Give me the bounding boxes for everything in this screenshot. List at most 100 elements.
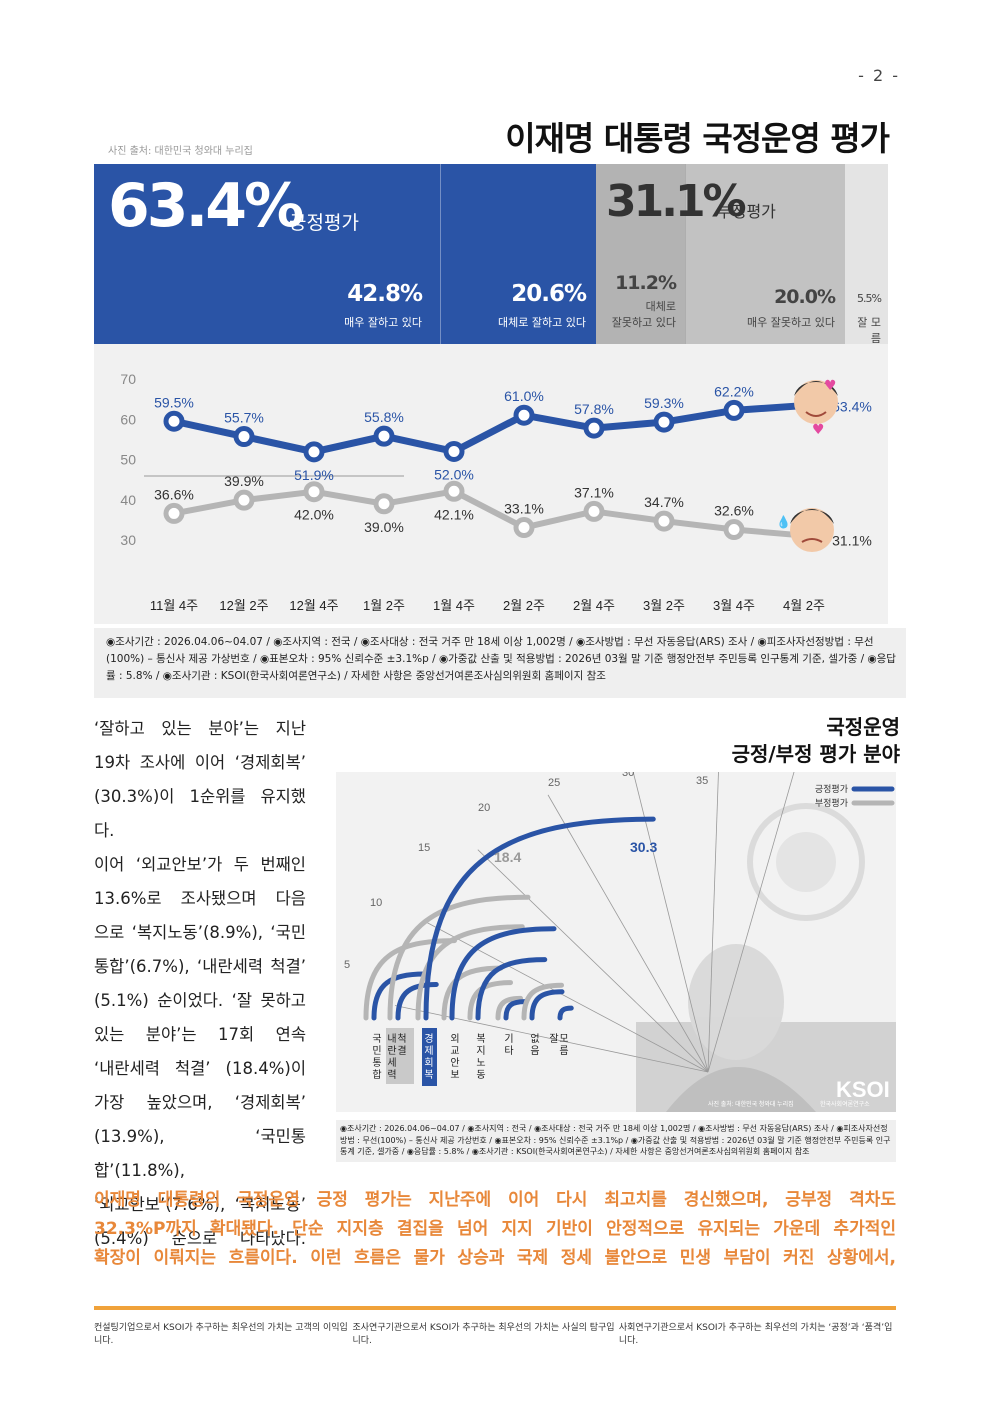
legend-positive-label: 긍정평가 xyxy=(815,784,848,795)
category-label: 복지노동 xyxy=(476,1033,485,1081)
x-tick-label: 1월 2주 xyxy=(363,598,405,613)
svg-text:복: 복 xyxy=(424,1069,433,1081)
positive-point xyxy=(233,426,255,448)
positive-point xyxy=(373,425,395,447)
svg-text:잘: 잘 xyxy=(549,1033,558,1045)
positive-point xyxy=(583,417,605,439)
category-label: 외교안보 xyxy=(450,1033,459,1081)
positive-point xyxy=(163,410,185,432)
positive-arc xyxy=(449,926,557,1021)
svg-text:모: 모 xyxy=(559,1034,568,1045)
positive-data-label: 55.7% xyxy=(224,410,264,426)
footer-item: 조사연구기관으로서 KSOI가 추구하는 최우선의 가치는 사실의 탐구입니다. xyxy=(352,1323,615,1346)
negative-data-label: 39.9% xyxy=(224,473,264,489)
positive-point xyxy=(513,404,535,426)
negative-point xyxy=(373,493,395,515)
svg-text:기: 기 xyxy=(504,1033,513,1045)
radial-guide-line xyxy=(394,1005,709,1073)
body-line: 19차 조사에 이어 ‘경제회복’ xyxy=(94,753,306,772)
survey-info-box-2: ◉조사기간 : 2026.04.06~04.07 / ◉조사지역 : 전국 / … xyxy=(336,1120,896,1162)
svg-text:제: 제 xyxy=(424,1045,433,1057)
x-tick-label: 12월 2주 xyxy=(219,598,268,613)
radial-tick-label: 20 xyxy=(478,802,490,814)
svg-text:내: 내 xyxy=(387,1033,396,1045)
body-text: ‘잘하고 있는 분야’는 지난 19차 조사에 이어 ‘경제회복’ (30.3%)이… xyxy=(94,712,306,1256)
positive-data-label: 55.8% xyxy=(364,409,404,425)
negative-point xyxy=(513,517,535,539)
ksoi-logo: KSOI xyxy=(836,1077,890,1102)
radial-tick-label: 15 xyxy=(418,842,430,854)
body-line: ‘외교안보’(7.6%), ‘복지노동’ xyxy=(94,1195,306,1214)
analysis-title: 국정운영 긍정/부정 평가 분야 xyxy=(732,714,900,768)
positive-arc xyxy=(503,999,528,1021)
body-line: (13.9%), ‘국민통합’(11.8%), xyxy=(94,1127,306,1180)
president-sweat-icon: 💧 xyxy=(776,508,834,552)
body-line: (30.3%)이 1순위를 유지했다. xyxy=(94,787,306,840)
unknown-percent: 5.5% xyxy=(857,292,882,305)
positive-data-label: 57.8% xyxy=(574,401,614,417)
positive-point xyxy=(443,440,465,462)
y-tick-label: 60 xyxy=(120,411,136,427)
svg-text:교: 교 xyxy=(450,1046,459,1057)
radial-guide-line xyxy=(630,761,709,1073)
negative-data-label: 32.6% xyxy=(714,503,754,519)
y-tick-label: 50 xyxy=(120,452,136,468)
svg-text:지: 지 xyxy=(476,1045,485,1057)
positive-data-label: 59.3% xyxy=(644,395,684,411)
x-tick-label: 3월 2주 xyxy=(643,598,685,613)
svg-text:💧: 💧 xyxy=(776,515,791,529)
radial-tick-label: 10 xyxy=(370,897,382,909)
body-line: 으로 ‘복지노동’(8.9%), ‘국민 xyxy=(94,923,306,942)
positive-data-label: 62.2% xyxy=(714,383,754,399)
y-tick-label: 30 xyxy=(120,532,136,548)
svg-text:회: 회 xyxy=(424,1057,433,1069)
positive-trend-line xyxy=(173,402,805,456)
svg-text:음: 음 xyxy=(530,1045,539,1057)
positive-data-label: 61.0% xyxy=(504,388,544,404)
body-line: 통합’(6.7%), ‘내란세력 척결’ xyxy=(94,957,306,976)
x-tick-label: 2월 4주 xyxy=(573,598,615,613)
positive-point xyxy=(303,441,325,463)
footer: 컨설팅기업으로서 KSOI가 추구하는 최우선의 가치는 고객의 이익입니다. … xyxy=(94,1320,896,1346)
summary-line: 이재명 대통령의 국정운영 긍정 평가는 지난주에 이어 다시 최고치를 경신했… xyxy=(94,1190,896,1210)
svg-text:합: 합 xyxy=(372,1069,381,1081)
positive-data-label: 59.5% xyxy=(154,394,194,410)
summary-line: 확장이 이뤄지는 흐름이다. 이런 흐름은 물가 상승과 국제 정세 불안으로 … xyxy=(94,1248,896,1268)
unknown-segment xyxy=(845,164,888,344)
y-tick-label: 40 xyxy=(120,492,136,508)
category-label: 국민통합 xyxy=(372,1033,381,1081)
summary-line: 32.3%P까지 확대됐다. 단순 지지층 결집을 넘어 지지 기반이 안정적으… xyxy=(94,1219,896,1239)
x-tick-label: 2월 2주 xyxy=(503,598,545,613)
segment-divider xyxy=(440,164,441,344)
svg-text:경: 경 xyxy=(424,1032,433,1045)
svg-text:안: 안 xyxy=(450,1057,459,1069)
body-line: ‘내란세력 척결’ (18.4%)이 xyxy=(94,1059,306,1078)
president-smile-icon: ♥♥ xyxy=(794,378,838,438)
negative-data-label: 31.1% xyxy=(832,533,872,549)
positive-data-label: 52.0% xyxy=(434,466,474,482)
somewhat-bad-label-line2: 잘못하고 있다 xyxy=(611,316,676,329)
category-label: 경제회복 xyxy=(422,1028,437,1086)
radial-tick-label: 30 xyxy=(622,772,634,779)
svg-text:외: 외 xyxy=(450,1033,459,1045)
footer-item: 사회연구기관으로서 KSOI가 추구하는 최우선의 가치는 ‘공정’과 ‘품격’… xyxy=(618,1323,893,1346)
somewhat-good-label: 대체로 잘하고 있다 xyxy=(498,316,586,329)
body-line: 이어 ‘외교안보’가 두 번째인 xyxy=(94,855,306,874)
negative-point xyxy=(233,489,255,511)
very-good-label: 매우 잘하고 있다 xyxy=(344,316,422,329)
positive-arc xyxy=(529,989,565,1021)
somewhat-bad-percent: 11.2% xyxy=(615,272,677,294)
body-line: ‘잘하고 있는 분야’는 지난 xyxy=(94,719,306,738)
positive-arc xyxy=(557,1005,574,1021)
president-photo xyxy=(636,944,896,1112)
x-tick-label: 3월 4주 xyxy=(713,598,755,613)
negative-point xyxy=(443,480,465,502)
positive-arc xyxy=(475,957,548,1021)
positive-segment xyxy=(94,164,596,344)
photo-credit: 사진 출처: 대한민국 청와대 누리집 xyxy=(108,146,253,157)
x-tick-label: 12월 4주 xyxy=(289,598,338,613)
category-label: 기타 xyxy=(504,1033,513,1057)
negative-arc xyxy=(521,982,564,1021)
negative-point xyxy=(583,500,605,522)
